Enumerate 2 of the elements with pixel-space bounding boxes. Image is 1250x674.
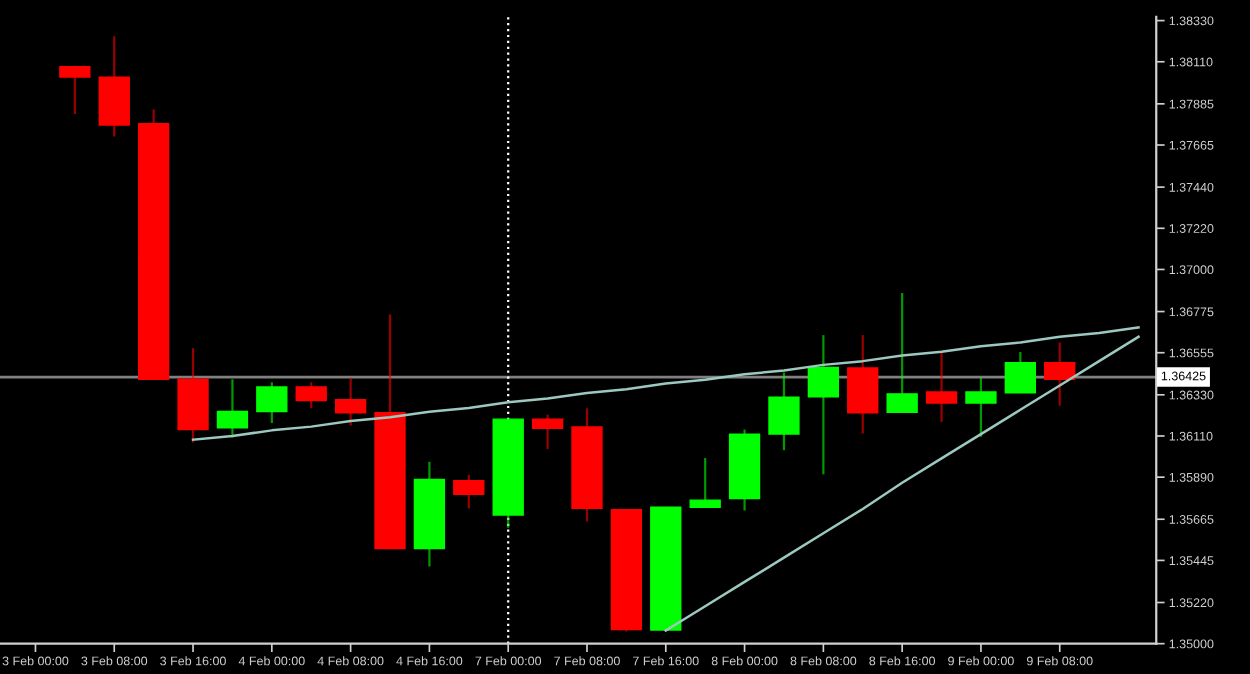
line-series bbox=[191, 326, 1140, 441]
line-series bbox=[664, 335, 1140, 632]
